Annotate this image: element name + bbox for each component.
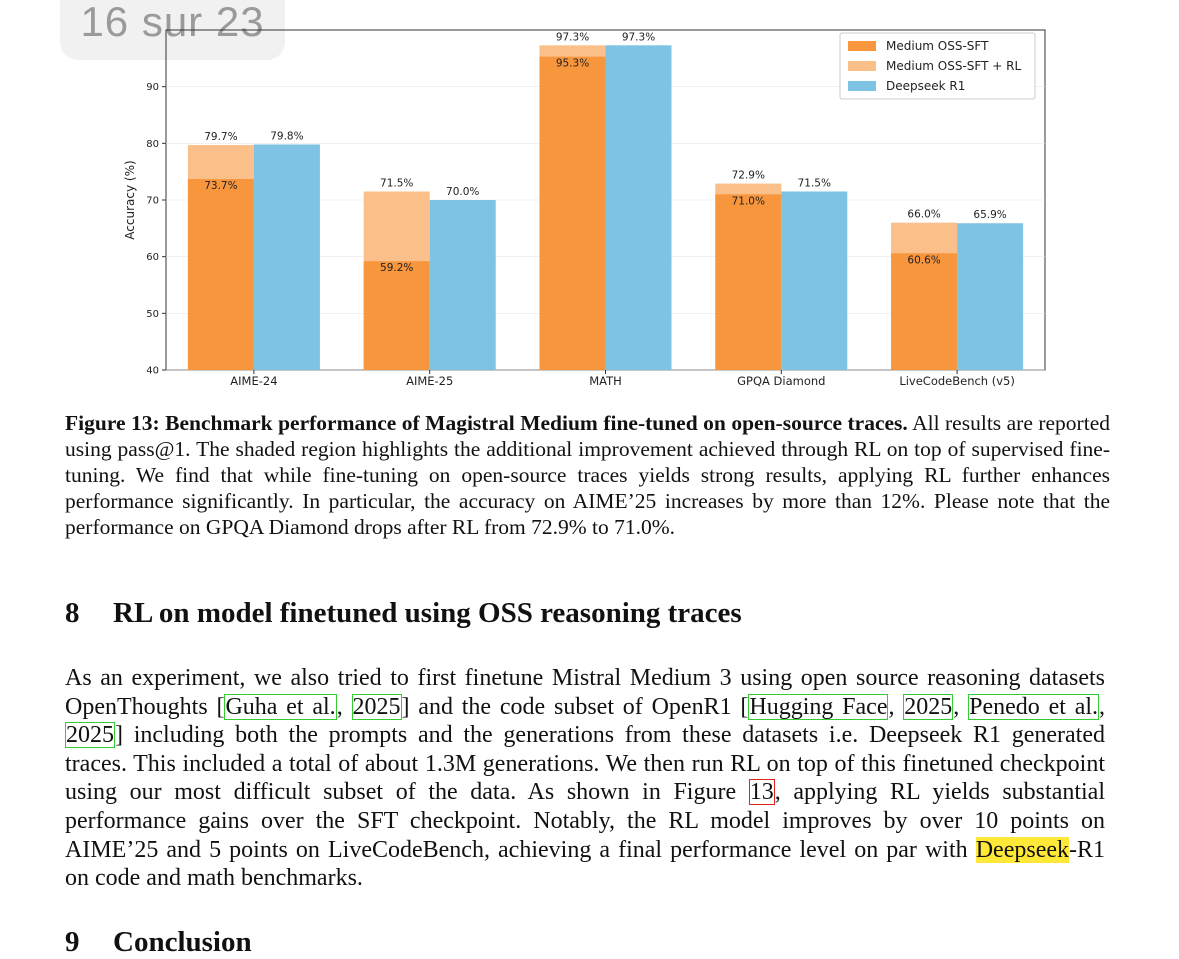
paragraph-text: ] including both the prompts and the gen…	[65, 722, 1105, 806]
section-number: 8	[65, 597, 80, 629]
data-label: 95.3%	[556, 58, 589, 70]
data-label: 71.0%	[732, 195, 765, 207]
paragraph-text: ] and the code subset of OpenR1 [	[401, 693, 749, 720]
paragraph-text: ,	[953, 693, 969, 720]
citation-link[interactable]: Guha et al.	[224, 693, 337, 720]
y-tick-label: 50	[146, 309, 159, 320]
caption-text: All results are reported using pass@1. T…	[65, 411, 1110, 539]
paragraph-text: ,	[888, 693, 904, 720]
x-tick-label: AIME-25	[406, 374, 453, 388]
citation-link[interactable]: 2025	[351, 693, 402, 720]
paragraph-text: As an experiment, we also tried to first…	[65, 665, 1105, 720]
next-section-heading: 9 Conclusion	[65, 926, 252, 959]
chart-legend: Medium OSS-SFT Medium OSS-SFT + RL Deepsee…	[839, 32, 1036, 100]
legend-box	[839, 32, 1036, 100]
citation-link[interactable]: Penedo et al.	[968, 693, 1100, 720]
data-label: 66.0%	[907, 209, 940, 221]
data-label: 79.7%	[204, 131, 237, 143]
x-tick-label: AIME-24	[230, 374, 277, 388]
data-label: 60.6%	[907, 254, 940, 266]
paragraph-text: , applying RL yields substantial perform…	[65, 779, 1105, 863]
y-tick-label: 70	[146, 196, 159, 207]
bar-deepseek-r1	[429, 200, 496, 370]
chart-labels: 79.7% 73.7% 79.8% 71.5% 59.2% 70.0% 97.3% 95.3%…	[204, 31, 1007, 274]
next-section-number: 9	[65, 926, 80, 958]
legend-swatch	[848, 41, 876, 51]
bar-oss-sft	[891, 253, 958, 370]
paragraph-text: -R1 on code and math benchmarks.	[65, 836, 1105, 892]
citation-link[interactable]: 2025	[65, 722, 115, 749]
paragraph-text: ,	[336, 693, 352, 720]
citation-link[interactable]: Hugging Face	[748, 693, 889, 720]
legend-label: Medium OSS-SFT + RL	[886, 59, 1021, 73]
chart-bars	[187, 45, 1024, 371]
y-tick-label: 80	[146, 139, 159, 150]
y-tick-label: 90	[146, 82, 159, 93]
data-label: 79.8%	[270, 130, 303, 142]
data-label: 71.5%	[380, 178, 413, 190]
data-label: 97.3%	[622, 31, 655, 43]
figure-ref-link[interactable]: 13	[748, 779, 775, 806]
bar-deepseek-r1	[253, 144, 320, 370]
paragraph-text: ,	[1099, 693, 1106, 720]
data-label: 73.7%	[204, 180, 237, 192]
section-title: RL on model finetuned using OSS reasonin…	[113, 597, 742, 629]
legend-label: Medium OSS-SFT	[886, 39, 989, 53]
y-axis-label: Accuracy (%)	[123, 160, 137, 239]
next-section-title: Conclusion	[113, 926, 252, 958]
bar-oss-sft	[715, 194, 782, 370]
bar-deepseek-r1	[781, 191, 848, 370]
data-label: 71.5%	[798, 178, 831, 190]
bar-deepseek-r1	[957, 223, 1024, 370]
citation-link[interactable]: 2025	[903, 693, 954, 720]
data-label: 97.3%	[556, 31, 589, 43]
figure-caption: Figure 13: Benchmark performance of Magi…	[65, 410, 1110, 540]
y-tick-label: 40	[146, 366, 159, 377]
data-label: 72.9%	[732, 170, 765, 182]
x-tick-label: LiveCodeBench (v5)	[899, 374, 1015, 388]
legend-swatch	[848, 81, 876, 91]
x-tick-label: MATH	[589, 374, 622, 388]
caption-title: Figure 13: Benchmark performance of Magi…	[65, 411, 908, 435]
y-tick-label: 60	[146, 252, 159, 263]
highlighted-text[interactable]: Deepseek	[975, 836, 1069, 863]
legend-label: Deepseek R1	[886, 79, 965, 93]
data-label: 65.9%	[973, 209, 1006, 221]
bar-deepseek-r1	[605, 45, 672, 371]
section-heading: 8 RL on model finetuned using OSS reasoni…	[65, 597, 742, 630]
section-paragraph: As an experiment, we also tried to first…	[65, 664, 1105, 893]
x-tick-label: GPQA Diamond	[737, 374, 825, 388]
bar-oss-sft	[363, 261, 430, 370]
data-label: 70.0%	[446, 186, 479, 198]
benchmark-bar-chart: 40 50 60 70 80 90 Accuracy (%) AIME-24 AIME-25 MA…	[123, 29, 1046, 388]
legend-swatch	[848, 61, 876, 71]
bar-oss-sft	[187, 179, 254, 370]
data-label: 59.2%	[380, 262, 413, 274]
bar-oss-sft	[539, 56, 606, 370]
